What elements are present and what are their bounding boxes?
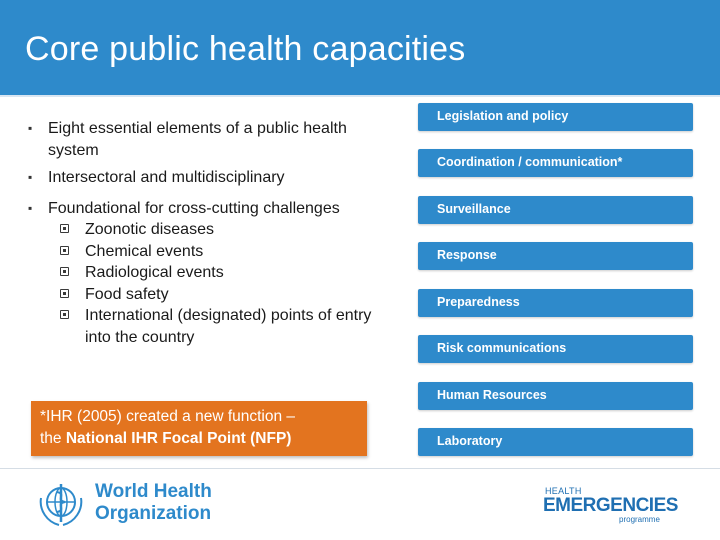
capacity-response: Response [418, 242, 693, 270]
who-logo: World Health Organization [33, 478, 263, 530]
callout-line-2: the National IHR Focal Point (NFP) [40, 428, 367, 450]
capacity-preparedness: Preparedness [418, 289, 693, 317]
health-emergencies-logo: HEALTH EMERGENCIES programme [543, 486, 693, 526]
bullet-list: Eight essential elements of a public hea… [25, 118, 385, 348]
callout-line-1: *IHR (2005) created a new function – [40, 408, 296, 425]
capacity-laboratory: Laboratory [418, 428, 693, 456]
sub-bullet-text: Chemical events [85, 242, 204, 260]
square-bullet-icon [28, 167, 32, 189]
sub-bullet-item: Radiological events [25, 262, 385, 284]
bullet-item: Foundational for cross-cutting challenge… [25, 198, 385, 220]
who-emblem-icon [39, 484, 83, 526]
sub-bullet-text: Zoonotic diseases [85, 221, 214, 238]
checkbox-bullet-icon [60, 245, 69, 255]
bullet-item: Intersectoral and multidisciplinary [25, 167, 385, 189]
sub-bullet-text: International (designated) points of ent… [85, 307, 372, 346]
square-bullet-icon [28, 118, 32, 140]
checkbox-bullet-icon [60, 267, 69, 276]
checkbox-bullet-icon [60, 224, 69, 233]
header-divider [0, 95, 720, 97]
emergencies-bottom-label: programme [619, 515, 660, 524]
emergencies-main-label: EMERGENCIES [543, 495, 678, 516]
checkbox-bullet-icon [60, 288, 69, 298]
who-wordmark: World Health Organization [95, 481, 212, 525]
sub-bullet-text: Radiological events [85, 264, 224, 281]
who-wordmark-line-2: Organization [95, 503, 212, 524]
emergencies-top-label: HEALTH [545, 486, 582, 496]
sub-bullet-item: International (designated) points of ent… [25, 305, 385, 348]
sub-bullet-item: Zoonotic diseases [25, 219, 385, 241]
checkbox-bullet-icon [60, 310, 69, 319]
capacity-legislation: Legislation and policy [418, 103, 693, 131]
capacity-coordination: Coordination / communication* [418, 149, 693, 177]
slide-title: Core public health capacities [25, 30, 466, 68]
bullet-item: Eight essential elements of a public hea… [25, 118, 385, 161]
sub-bullet-item: Chemical events [25, 241, 385, 263]
bullet-text: Eight essential elements of a public hea… [48, 120, 347, 159]
who-wordmark-line-1: World Health [95, 481, 212, 502]
callout-emphasis: National IHR Focal Point (NFP) [65, 430, 292, 447]
bullet-text: Intersectoral and multidisciplinary [48, 169, 285, 186]
callout-prefix: the [40, 430, 66, 447]
ihr-callout-box: *IHR (2005) created a new function – the… [31, 401, 367, 456]
sub-bullet-item: Food safety [25, 284, 385, 306]
slide-header: Core public health capacities [0, 0, 720, 95]
sub-bullet-text: Food safety [85, 285, 169, 303]
capacity-human-resources: Human Resources [418, 382, 693, 410]
bullet-text: Foundational for cross-cutting challenge… [48, 199, 340, 217]
footer-divider [0, 468, 720, 469]
square-bullet-icon [28, 198, 32, 220]
capacity-risk-communications: Risk communications [418, 335, 693, 363]
capacity-surveillance: Surveillance [418, 196, 693, 224]
